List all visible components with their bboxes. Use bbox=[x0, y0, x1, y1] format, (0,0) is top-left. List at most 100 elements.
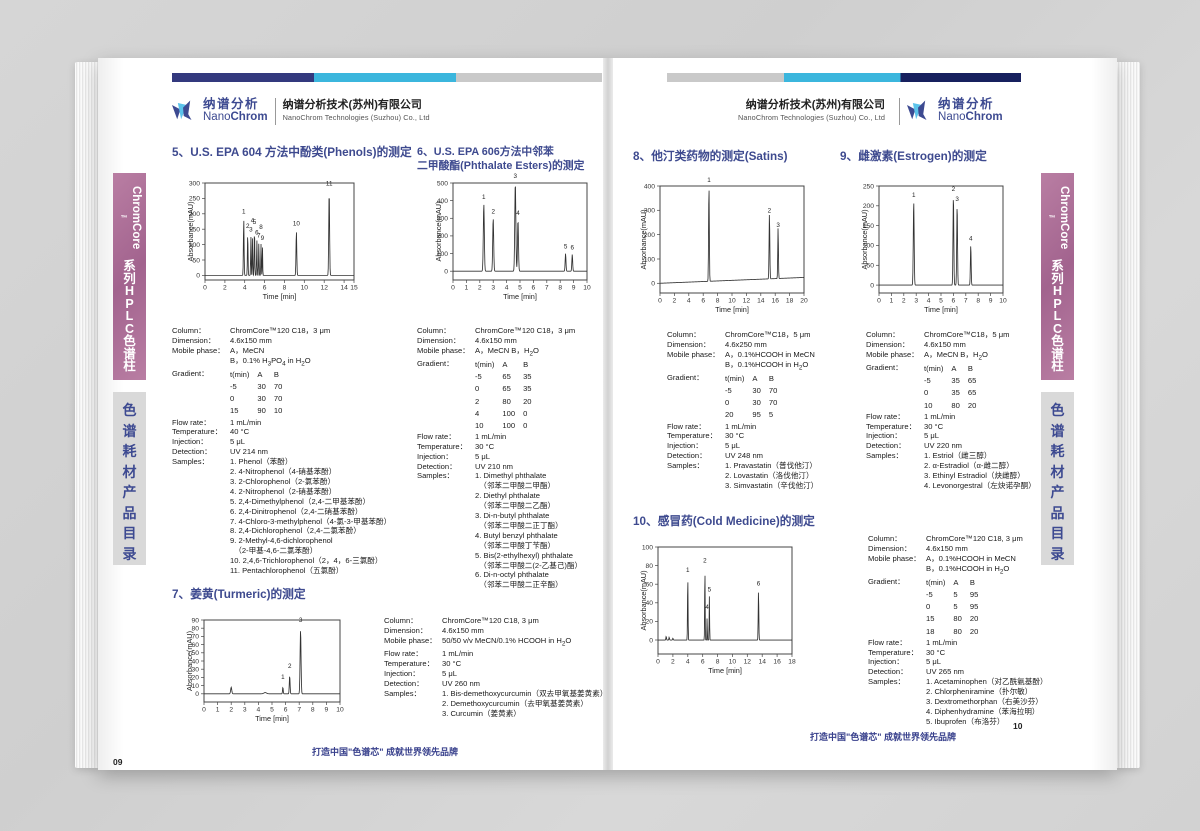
svg-text:2: 2 bbox=[902, 298, 906, 305]
svg-text:3: 3 bbox=[914, 298, 918, 305]
svg-text:11: 11 bbox=[326, 181, 333, 188]
svg-text:5: 5 bbox=[564, 244, 568, 251]
svg-text:20: 20 bbox=[800, 298, 808, 305]
svg-text:2: 2 bbox=[491, 208, 495, 215]
svg-text:4: 4 bbox=[687, 298, 691, 305]
svg-text:10: 10 bbox=[729, 659, 737, 666]
svg-text:8: 8 bbox=[311, 707, 315, 714]
svg-text:2: 2 bbox=[952, 186, 956, 193]
svg-text:Absorbance(mAU): Absorbance(mAU) bbox=[639, 570, 648, 630]
svg-text:4: 4 bbox=[505, 285, 509, 292]
svg-text:6: 6 bbox=[952, 298, 956, 305]
svg-text:4: 4 bbox=[927, 298, 931, 305]
svg-text:Absorbance(mAU): Absorbance(mAU) bbox=[186, 201, 195, 261]
svg-text:10: 10 bbox=[583, 285, 591, 292]
svg-text:6: 6 bbox=[284, 707, 288, 714]
svg-text:1: 1 bbox=[281, 674, 285, 681]
svg-text:Absorbance(mAU): Absorbance(mAU) bbox=[434, 201, 443, 261]
svg-text:1: 1 bbox=[912, 192, 916, 199]
svg-text:2: 2 bbox=[223, 285, 227, 292]
svg-text:0: 0 bbox=[870, 282, 874, 289]
svg-text:8: 8 bbox=[259, 224, 263, 231]
svg-text:3: 3 bbox=[955, 196, 959, 203]
svg-text:3: 3 bbox=[243, 707, 247, 714]
svg-text:4: 4 bbox=[516, 210, 520, 217]
svg-text:Time [min]: Time [min] bbox=[503, 292, 537, 301]
svg-text:12: 12 bbox=[320, 285, 328, 292]
svg-text:3: 3 bbox=[514, 173, 518, 180]
svg-text:1: 1 bbox=[242, 208, 246, 215]
svg-text:Time [min]: Time [min] bbox=[708, 666, 742, 675]
svg-text:5: 5 bbox=[708, 586, 712, 593]
svg-text:9: 9 bbox=[261, 235, 265, 242]
svg-text:2: 2 bbox=[768, 208, 772, 215]
svg-text:90: 90 bbox=[192, 617, 200, 624]
svg-text:7: 7 bbox=[964, 298, 968, 305]
svg-text:10: 10 bbox=[301, 285, 309, 292]
svg-text:3: 3 bbox=[776, 222, 780, 229]
svg-text:12: 12 bbox=[744, 659, 752, 666]
svg-text:0: 0 bbox=[656, 659, 660, 666]
svg-text:2: 2 bbox=[229, 707, 233, 714]
svg-text:14: 14 bbox=[340, 285, 348, 292]
svg-text:Time [min]: Time [min] bbox=[255, 714, 289, 723]
svg-text:3: 3 bbox=[491, 285, 495, 292]
svg-text:10: 10 bbox=[999, 298, 1007, 305]
svg-text:1: 1 bbox=[465, 285, 469, 292]
svg-text:Absorbance(mAU): Absorbance(mAU) bbox=[860, 209, 869, 269]
svg-text:8: 8 bbox=[976, 298, 980, 305]
svg-text:6: 6 bbox=[701, 659, 705, 666]
svg-text:8: 8 bbox=[716, 659, 720, 666]
svg-text:6: 6 bbox=[757, 581, 761, 588]
svg-text:2: 2 bbox=[288, 663, 292, 670]
svg-text:2: 2 bbox=[673, 298, 677, 305]
svg-text:16: 16 bbox=[771, 298, 779, 305]
svg-text:5: 5 bbox=[253, 219, 257, 226]
svg-text:0: 0 bbox=[651, 281, 655, 288]
svg-text:Absorbance(mAU): Absorbance(mAU) bbox=[639, 209, 648, 269]
svg-text:0: 0 bbox=[877, 298, 881, 305]
svg-text:1: 1 bbox=[707, 177, 711, 184]
svg-text:6: 6 bbox=[263, 285, 267, 292]
svg-text:1: 1 bbox=[890, 298, 894, 305]
svg-text:Absorbance(mAU): Absorbance(mAU) bbox=[185, 631, 194, 691]
svg-text:16: 16 bbox=[773, 659, 781, 666]
svg-text:9: 9 bbox=[989, 298, 993, 305]
svg-text:0: 0 bbox=[444, 269, 448, 276]
svg-text:0: 0 bbox=[195, 691, 199, 698]
svg-text:3: 3 bbox=[299, 617, 303, 624]
svg-text:4: 4 bbox=[969, 235, 973, 242]
svg-text:9: 9 bbox=[572, 285, 576, 292]
svg-text:Time [min]: Time [min] bbox=[263, 292, 297, 301]
svg-text:7: 7 bbox=[297, 707, 301, 714]
svg-text:2: 2 bbox=[703, 558, 707, 565]
svg-text:0: 0 bbox=[658, 298, 662, 305]
svg-text:8: 8 bbox=[716, 298, 720, 305]
svg-text:1: 1 bbox=[686, 567, 690, 574]
svg-text:4: 4 bbox=[243, 285, 247, 292]
svg-text:10: 10 bbox=[728, 298, 736, 305]
svg-text:Time [min]: Time [min] bbox=[924, 305, 958, 314]
svg-text:8: 8 bbox=[283, 285, 287, 292]
svg-text:5: 5 bbox=[939, 298, 943, 305]
svg-text:Time [min]: Time [min] bbox=[715, 305, 749, 314]
svg-text:300: 300 bbox=[189, 180, 200, 187]
svg-text:6: 6 bbox=[532, 285, 536, 292]
svg-text:80: 80 bbox=[646, 563, 654, 570]
svg-text:8: 8 bbox=[558, 285, 562, 292]
svg-text:0: 0 bbox=[451, 285, 455, 292]
svg-text:14: 14 bbox=[757, 298, 765, 305]
svg-text:4: 4 bbox=[705, 604, 709, 611]
svg-text:100: 100 bbox=[642, 544, 653, 551]
svg-text:0: 0 bbox=[196, 273, 200, 280]
svg-text:400: 400 bbox=[644, 183, 655, 190]
svg-text:12: 12 bbox=[743, 298, 751, 305]
svg-text:3: 3 bbox=[249, 227, 253, 234]
svg-text:250: 250 bbox=[863, 183, 874, 190]
svg-text:14: 14 bbox=[758, 659, 766, 666]
svg-text:10: 10 bbox=[336, 707, 344, 714]
svg-text:500: 500 bbox=[437, 180, 448, 187]
svg-text:1: 1 bbox=[482, 194, 486, 201]
svg-text:1: 1 bbox=[216, 707, 220, 714]
svg-text:6: 6 bbox=[571, 244, 575, 251]
